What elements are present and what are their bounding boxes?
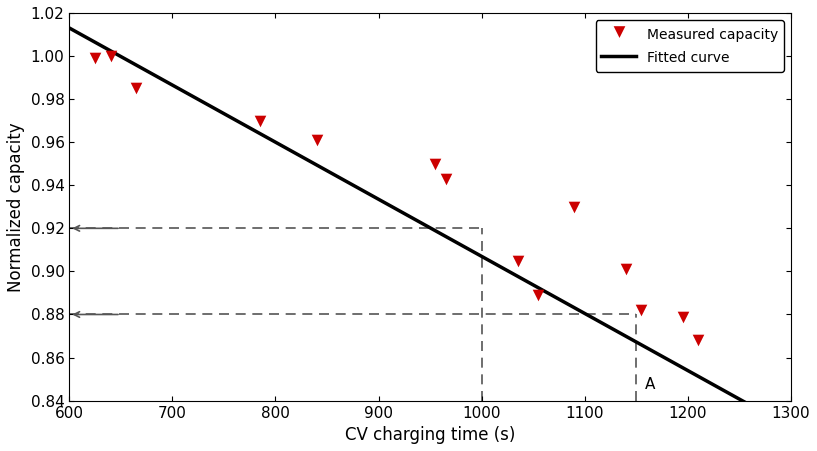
- Point: [532, 291, 545, 299]
- Text: A: A: [645, 377, 654, 392]
- Point: [511, 257, 525, 264]
- Point: [88, 55, 101, 62]
- Point: [619, 266, 632, 273]
- Point: [691, 337, 704, 344]
- Point: [130, 85, 143, 92]
- Point: [676, 313, 689, 320]
- Point: [310, 136, 324, 143]
- Point: [635, 307, 648, 314]
- Legend: Measured capacity, Fitted curve: Measured capacity, Fitted curve: [596, 20, 784, 72]
- Point: [104, 52, 117, 60]
- Point: [253, 117, 266, 124]
- Point: [429, 160, 442, 167]
- Y-axis label: Normalized capacity: Normalized capacity: [7, 122, 25, 292]
- X-axis label: CV charging time (s): CV charging time (s): [345, 426, 516, 444]
- Point: [568, 203, 581, 211]
- Point: [439, 175, 452, 182]
